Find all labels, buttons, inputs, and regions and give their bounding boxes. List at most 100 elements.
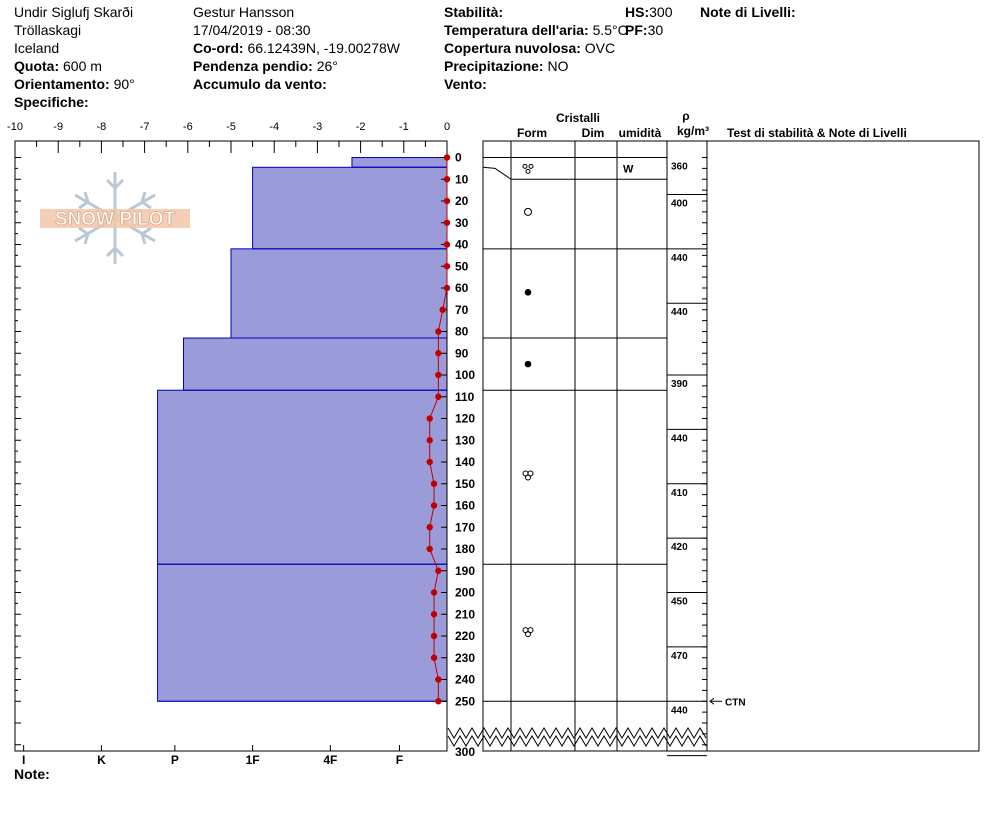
temp-tick-label: -5 xyxy=(226,121,236,133)
density-value: 450 xyxy=(671,597,688,608)
crystal-dot xyxy=(528,163,534,169)
depth-tick-label: 90 xyxy=(455,346,469,360)
clustered-grains-icon xyxy=(522,470,534,481)
temperature-point xyxy=(430,632,438,640)
observer-name: Gestur Hansson xyxy=(193,4,295,20)
layer-table-rows xyxy=(482,157,667,702)
temperature-point xyxy=(426,545,433,553)
temperature-point xyxy=(426,524,433,531)
temperature-point xyxy=(443,263,451,270)
slope-field: Pendenza pendio: 26° xyxy=(193,57,338,75)
depth-tick-label: 60 xyxy=(455,281,469,295)
temp-tick-label: -4 xyxy=(269,121,279,133)
test-label: CTN xyxy=(725,697,746,708)
form-header: Form xyxy=(517,126,547,140)
depth-tick-label: 240 xyxy=(455,673,475,687)
depth-tick-label: 10 xyxy=(455,172,469,186)
temp-tick-label: -9 xyxy=(53,121,63,133)
density-value: 400 xyxy=(671,198,688,209)
specifics-label: Specifiche: xyxy=(14,94,89,110)
hs-value: 300 xyxy=(649,4,673,20)
temperature-point xyxy=(443,284,451,292)
density-value: 420 xyxy=(671,542,688,553)
temperature-point xyxy=(430,502,438,509)
temperature-point xyxy=(426,458,433,466)
depth-tick-label: 120 xyxy=(455,412,475,426)
temperature-point xyxy=(443,197,451,205)
hardness-label: 1F xyxy=(246,753,260,767)
crystal-dot xyxy=(522,163,528,169)
moisture-value: W xyxy=(623,164,634,176)
axis-break-mask xyxy=(448,728,707,748)
aspect-value: 90° xyxy=(113,76,135,92)
hardness-label: K xyxy=(97,753,106,767)
depth-tick-label: 30 xyxy=(455,216,469,230)
density-value: 360 xyxy=(671,162,688,173)
density-value: 440 xyxy=(671,433,688,444)
rho-header: ρ xyxy=(682,109,689,123)
depth-tick-label: 220 xyxy=(455,629,475,643)
temperature-point xyxy=(430,611,438,618)
air-temp-field: Temperatura dell'aria: 5.5°C xyxy=(444,21,628,39)
temperature-point xyxy=(435,393,442,400)
temperature-point xyxy=(439,306,446,313)
wind-label: Vento: xyxy=(444,76,487,92)
crystal-forms: W xyxy=(522,163,634,638)
logo-text: SNOW PILOT xyxy=(55,209,176,230)
depth-tick-label: 70 xyxy=(455,303,469,317)
hs-field: HS:300 xyxy=(625,3,672,21)
country-name: Iceland xyxy=(14,40,60,56)
hardness-label: P xyxy=(171,753,179,767)
temperature-point xyxy=(443,241,451,248)
precipitation-field: Precipitazione: NO xyxy=(444,57,568,75)
hardness-bar xyxy=(182,337,448,391)
size-header: Dim xyxy=(582,126,605,140)
temperature-point xyxy=(435,698,442,705)
depth-tick-label: 20 xyxy=(455,194,469,208)
depth-tick-label: 40 xyxy=(455,238,469,252)
depth-tick-label: 180 xyxy=(455,542,475,556)
layer-table-frame xyxy=(482,140,980,752)
logo-banner xyxy=(40,209,190,228)
melt-freeze-icon xyxy=(524,360,532,368)
aspect-label: Orientamento: xyxy=(14,76,110,92)
temperature-point xyxy=(435,371,442,379)
density-value: 470 xyxy=(671,651,688,662)
temperature-point xyxy=(430,480,438,487)
aspect-field: Orientamento: 90° xyxy=(14,75,135,93)
hs-label: HS: xyxy=(625,4,650,20)
density-value: 440 xyxy=(671,705,688,716)
crystal-dot xyxy=(525,168,531,174)
air-temp-value: 5.5°C xyxy=(592,22,628,38)
temperature-point xyxy=(435,567,442,574)
depth-tick-label: 160 xyxy=(455,499,475,513)
temp-tick-label: 0 xyxy=(444,121,450,133)
temperature-point xyxy=(435,328,442,335)
hardness-bar xyxy=(252,166,448,250)
depth-tick-label: 210 xyxy=(455,607,475,621)
tests-header: Test di stabilità & Note di Livelli xyxy=(727,126,907,140)
density-value: 440 xyxy=(671,253,688,264)
depth-bottom-label: 300 xyxy=(455,745,475,759)
depth-tick-label: 170 xyxy=(455,520,475,534)
temperature-axis: -10 -9 -8 -7 -6 -5 -4 -3 -2 -1 0 xyxy=(7,121,450,153)
temperature-point xyxy=(435,350,442,357)
temperature-line xyxy=(429,157,448,702)
snow-pilot-logo: SNOW PILOT xyxy=(40,172,190,264)
hardness-axis: I K P 1F 4F F xyxy=(22,745,403,767)
hardness-bar xyxy=(351,157,448,168)
layer-table-columns xyxy=(510,141,708,751)
temperature-point xyxy=(443,219,451,226)
depth-axis: 0 10 20 30 40 50 60 70 80 90 100 110 120 130 140 150 160… xyxy=(15,151,475,746)
depth-tick-label: 140 xyxy=(455,455,475,469)
depth-tick-label: 80 xyxy=(455,325,469,339)
pf-label: PF: xyxy=(625,22,648,38)
hardness-profile xyxy=(157,157,448,702)
density-value: 390 xyxy=(671,379,688,390)
temperature-point xyxy=(426,415,433,422)
pf-field: PF:30 xyxy=(625,21,663,39)
depth-tick-label: 190 xyxy=(455,564,475,578)
layer-boundaries xyxy=(157,166,447,702)
temperature-point xyxy=(426,437,433,444)
